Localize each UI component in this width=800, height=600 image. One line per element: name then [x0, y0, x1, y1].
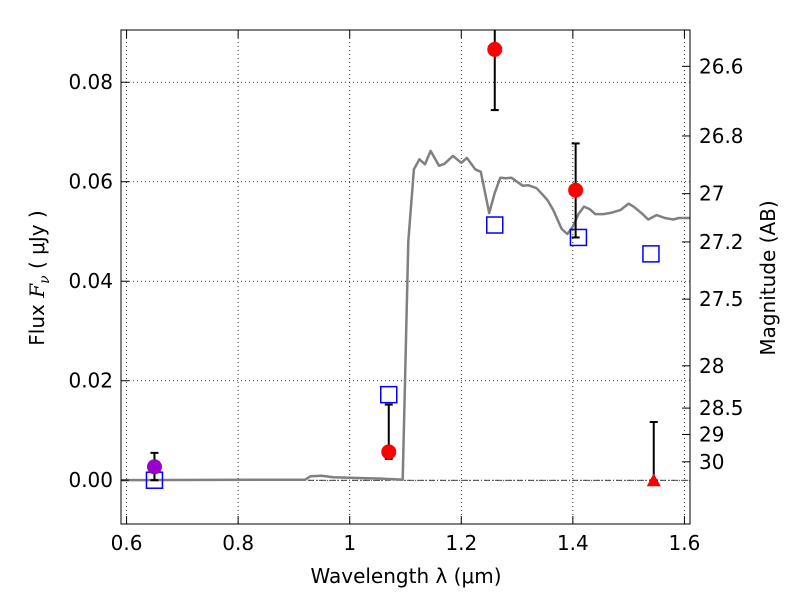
model-band-square	[380, 385, 398, 404]
y2-tick-label: 26.8	[699, 124, 744, 148]
x-axis-ticks: 0.6 0.8 1 1.2 1.4 1.6	[111, 30, 701, 555]
model-band-square	[569, 228, 588, 247]
model-sed-line	[121, 149, 690, 482]
x-tick-label: 0.6	[111, 531, 143, 555]
observed-flux-point	[568, 182, 584, 198]
observed-markers	[146, 41, 661, 487]
y-tick-label: 0.02	[68, 369, 113, 393]
x-tick-label: 1	[343, 531, 356, 555]
y2-tick-label: 29	[699, 422, 724, 446]
observed-flux-point	[487, 41, 503, 57]
y2-tick-label: 28.5	[699, 396, 744, 420]
y2-tick-label: 27	[699, 182, 724, 206]
y2-tick-label: 28	[699, 354, 724, 378]
model-band-square	[486, 216, 504, 234]
model-sed-curve	[121, 149, 690, 482]
y2-axis-title: Magnitude (AB)	[756, 200, 780, 355]
y2-tick-label: 27.5	[699, 287, 744, 311]
plot-frame	[120, 29, 691, 525]
observed-flux-point	[381, 444, 397, 460]
y2-axis-ticks: 26.6 26.8 27 27.2 27.5 28 28.529 30	[682, 54, 744, 474]
model-band-flux-markers	[145, 216, 660, 489]
plot-area	[120, 29, 691, 525]
y-tick-label: 0.08	[68, 70, 113, 94]
x-tick-label: 1.4	[557, 531, 589, 555]
y2-tick-label: 30	[699, 450, 724, 474]
y-tick-label: 0.06	[68, 170, 113, 194]
upper-limit-triangle	[646, 473, 661, 487]
x-axis-title: Wavelength λ (μm)	[310, 564, 501, 588]
x-tick-label: 1.6	[669, 531, 701, 555]
plot-background	[121, 30, 690, 524]
model-band-square	[642, 245, 660, 263]
x-tick-label: 1.2	[445, 531, 477, 555]
y-tick-label: 0.04	[68, 269, 113, 293]
y-axis-title: Flux Fν ( μJy )	[25, 210, 53, 345]
y2-tick-label: 27.2	[699, 230, 744, 254]
y-tick-label: 0.00	[68, 468, 113, 492]
y2-tick-label: 26.6	[699, 54, 744, 78]
y-axis-ticks: 0.00 0.02 0.04 0.06 0.08	[68, 70, 129, 492]
optical-flux-point	[146, 459, 162, 475]
x-tick-label: 0.8	[222, 531, 254, 555]
